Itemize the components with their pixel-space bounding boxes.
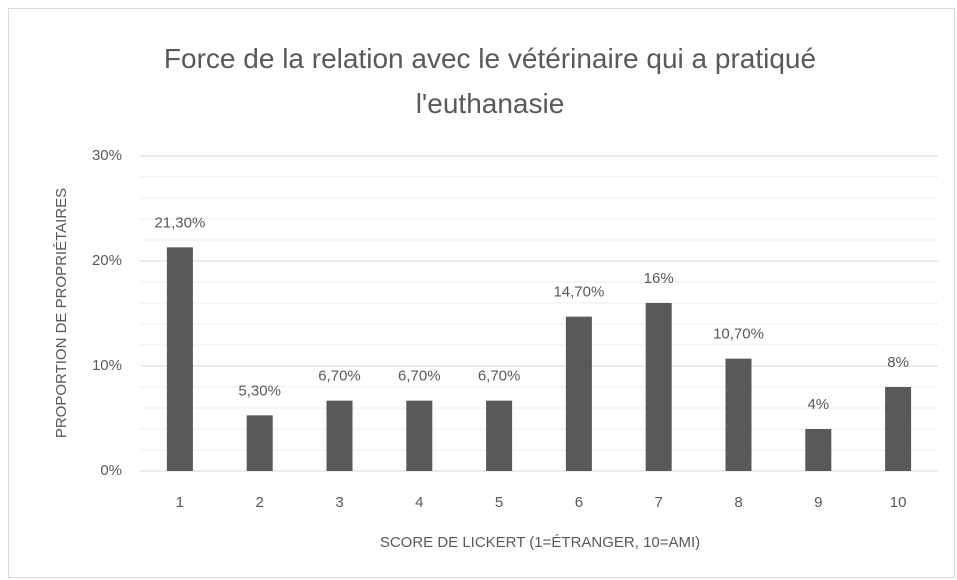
chart-title: Force de la relation avec le vétérinaire… [163, 43, 817, 119]
value-label: 4% [807, 396, 829, 413]
x-tick-label: 3 [335, 494, 343, 511]
value-label: 6,70% [398, 368, 441, 385]
x-axis-label: SCORE DE LICKERT (1=ÉTRANGER, 10=AMI) [380, 534, 700, 551]
bar [805, 429, 832, 471]
bar [645, 303, 672, 471]
bar [486, 400, 513, 471]
x-tick-label: 7 [655, 494, 663, 511]
y-tick-label: 30% [92, 147, 122, 164]
value-label: 6,70% [478, 368, 521, 385]
value-label: 5,30% [238, 382, 281, 399]
x-tick-label: 9 [814, 494, 822, 511]
bar [246, 415, 273, 471]
x-tick-label: 1 [176, 494, 184, 511]
bar [725, 358, 752, 471]
value-label: 6,70% [318, 368, 361, 385]
x-tick-label: 2 [256, 494, 264, 511]
x-tick-label: 6 [575, 494, 583, 511]
value-label: 16% [644, 270, 674, 287]
y-tick-label: 0% [100, 462, 122, 479]
x-tick-label: 8 [734, 494, 742, 511]
x-tick-label: 4 [415, 494, 423, 511]
value-label: 21,30% [154, 214, 205, 231]
bar [565, 316, 592, 471]
y-axis-label: PROPORTION DE PROPRIÉTAIRES [53, 188, 70, 438]
x-tick-label: 10 [890, 494, 907, 511]
x-tick-label: 5 [495, 494, 503, 511]
y-tick-label: 20% [92, 252, 122, 269]
value-label: 14,70% [553, 284, 604, 301]
value-label: 10,70% [713, 326, 764, 343]
bar [166, 247, 193, 471]
y-tick-label: 10% [92, 357, 122, 374]
bar [406, 400, 433, 471]
value-label: 8% [887, 354, 909, 371]
chart-frame [8, 8, 955, 578]
bar [326, 400, 353, 471]
bar [885, 387, 912, 471]
